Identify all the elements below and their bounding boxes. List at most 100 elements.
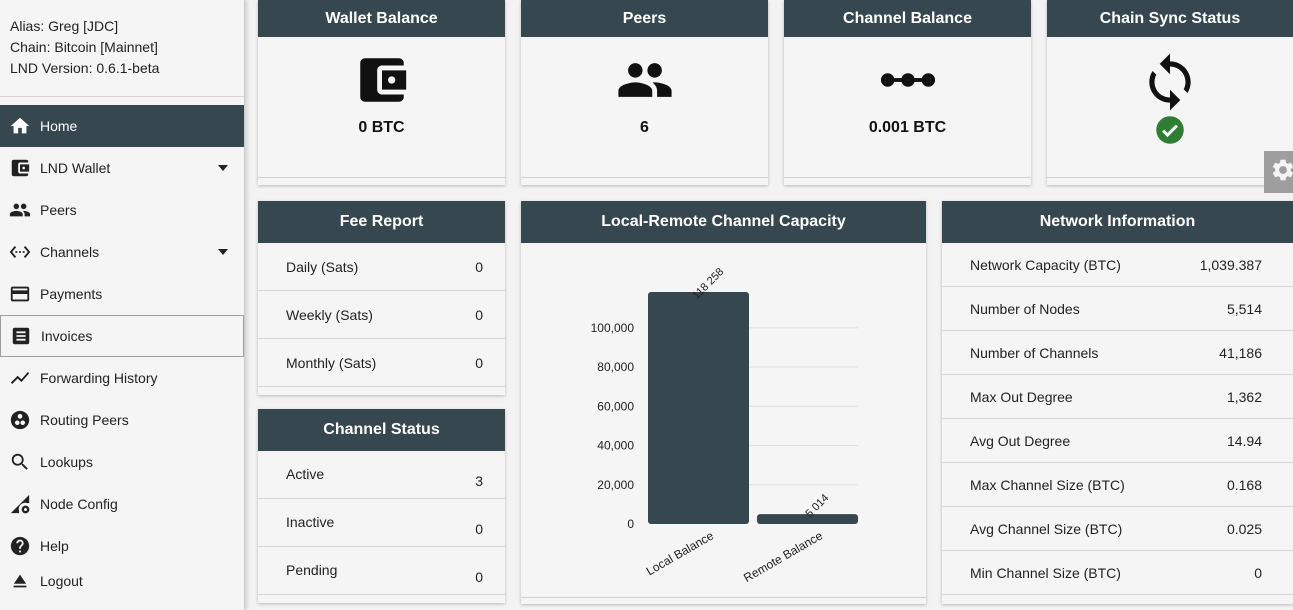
row-label: Min Channel Size (BTC) xyxy=(970,564,1121,581)
row-value: 3 xyxy=(475,473,483,489)
fee-report-card: Fee Report Daily (Sats) 0 Weekly (Sats) … xyxy=(258,201,505,395)
row-label: Network Capacity (BTC) xyxy=(970,256,1121,273)
nav-item-peers[interactable]: Peers xyxy=(0,189,244,231)
row-label: Avg Out Degree xyxy=(970,432,1071,449)
row-value: 0 xyxy=(475,354,483,371)
peers-card: Peers 6 xyxy=(521,0,768,185)
divider xyxy=(784,177,1031,178)
credit-card-icon xyxy=(8,282,32,306)
row-value: 41,186 xyxy=(1219,344,1262,361)
table-row: Monthly (Sats) 0 xyxy=(258,339,505,387)
table-row: Min Channel Size (BTC) 0 xyxy=(942,551,1293,595)
nav-item-lookups[interactable]: Lookups xyxy=(0,441,244,483)
bar xyxy=(648,292,749,524)
sidebar: Alias: Greg [JDC] Chain: Bitcoin [Mainne… xyxy=(0,0,245,610)
table-row: Daily (Sats) 0 xyxy=(258,243,505,291)
nav-item-channels[interactable]: Channels xyxy=(0,231,244,273)
row-value: 0 xyxy=(475,306,483,323)
nav-item-label: LND Wallet xyxy=(40,160,111,176)
table-row: Avg Out Degree 14.94 xyxy=(942,419,1293,463)
channels-icon xyxy=(8,240,32,264)
nav-item-routing-peers[interactable]: Routing Peers xyxy=(0,399,244,441)
row-label: Avg Channel Size (BTC) xyxy=(970,520,1123,537)
row-value: 1,362 xyxy=(1226,388,1262,405)
nav-item-label: Payments xyxy=(40,286,103,302)
row-value: 0.025 xyxy=(1226,520,1262,537)
row-value: 0 xyxy=(475,521,483,537)
nav-item-payments[interactable]: Payments xyxy=(0,273,244,315)
wallet-balance-value: 0 BTC xyxy=(358,119,405,136)
nav-item-label: Help xyxy=(40,538,69,554)
nav-item-invoices[interactable]: Invoices xyxy=(0,315,244,357)
nav-item-label: Forwarding History xyxy=(40,370,158,386)
card-title: Peers xyxy=(521,0,768,37)
sync-icon xyxy=(1047,51,1293,111)
nav-menu: Home LND Wallet Peers Channels Payments … xyxy=(0,105,244,595)
table-row: Weekly (Sats) 0 xyxy=(258,291,505,339)
row-label: Weekly (Sats) xyxy=(286,306,373,323)
table-row: Max Channel Size (BTC) 0.168 xyxy=(942,463,1293,507)
row-value: 5,514 xyxy=(1226,300,1262,317)
nav-item-help[interactable]: Help xyxy=(0,525,244,567)
chain-sync-card: Chain Sync Status xyxy=(1047,0,1293,185)
row-label: Max Out Degree xyxy=(970,388,1073,405)
divider xyxy=(521,177,768,178)
home-icon xyxy=(8,114,32,138)
wallet-icon xyxy=(258,51,505,109)
nav-item-label: Node Config xyxy=(40,496,118,512)
channel-dots-icon xyxy=(784,51,1031,109)
table-row: Max Out Degree 1,362 xyxy=(942,375,1293,419)
nav-item-label: Home xyxy=(40,118,78,134)
nav-item-logout[interactable]: Logout xyxy=(0,567,244,595)
y-tick-label: 20,000 xyxy=(597,478,634,492)
nav-item-forwarding-history[interactable]: Forwarding History xyxy=(0,357,244,399)
table-row: Active 3 xyxy=(258,451,505,499)
nav-item-label: Routing Peers xyxy=(40,412,129,428)
nav-item-lnd-wallet[interactable]: LND Wallet xyxy=(0,147,244,189)
people-icon xyxy=(8,198,32,222)
row-label: Active xyxy=(286,466,325,482)
routing-peers-icon xyxy=(8,408,32,432)
row-label: Inactive xyxy=(286,514,335,530)
eject-icon xyxy=(8,569,32,593)
row-label: Daily (Sats) xyxy=(286,258,359,275)
channel-balance-card: Channel Balance 0.001 BTC xyxy=(784,0,1031,185)
x-category-label: Local Balance xyxy=(644,528,717,578)
row-value: 14.94 xyxy=(1226,432,1262,449)
row-label: Number of Nodes xyxy=(970,300,1080,317)
nav-item-node-config[interactable]: Node Config xyxy=(0,483,244,525)
card-title: Chain Sync Status xyxy=(1047,0,1293,37)
y-tick-label: 40,000 xyxy=(597,439,634,453)
node-version: LND Version: 0.6.1-beta xyxy=(10,60,160,76)
divider xyxy=(521,597,926,598)
card-title: Fee Report xyxy=(258,201,505,243)
row-label: Max Channel Size (BTC) xyxy=(970,476,1125,493)
row-label: Number of Channels xyxy=(970,344,1099,361)
bar xyxy=(757,514,858,524)
synced-check-icon xyxy=(1047,115,1293,145)
wallet-icon xyxy=(8,156,32,180)
nav-item-label: Channels xyxy=(40,244,100,260)
nav-item-home[interactable]: Home xyxy=(0,105,244,147)
y-tick-label: 80,000 xyxy=(597,360,634,374)
receipt-icon xyxy=(9,324,33,348)
caret-down-icon[interactable] xyxy=(218,165,228,171)
search-icon xyxy=(8,450,32,474)
wallet-balance-card: Wallet Balance 0 BTC xyxy=(258,0,505,185)
table-row: Number of Nodes 5,514 xyxy=(942,287,1293,331)
table-row: Pending 0 xyxy=(258,547,505,595)
node-info: Alias: Greg [JDC] Chain: Bitcoin [Mainne… xyxy=(0,0,244,97)
settings-button[interactable] xyxy=(1264,151,1293,193)
table-row: Number of Channels 41,186 xyxy=(942,331,1293,375)
y-tick-label: 0 xyxy=(627,517,634,531)
row-label: Monthly (Sats) xyxy=(286,354,377,371)
channel-balance-value: 0.001 BTC xyxy=(868,119,947,136)
table-row: Network Capacity (BTC) 1,039.387 xyxy=(942,243,1293,287)
x-category-label: Remote Balance xyxy=(741,528,825,585)
card-title: Channel Balance xyxy=(784,0,1031,37)
network-info-card: Network Information Network Capacity (BT… xyxy=(942,201,1293,604)
channel-status-card: Channel Status Active 3 Inactive 0 Pendi… xyxy=(258,409,505,603)
timeline-icon xyxy=(8,366,32,390)
caret-down-icon[interactable] xyxy=(218,249,228,255)
